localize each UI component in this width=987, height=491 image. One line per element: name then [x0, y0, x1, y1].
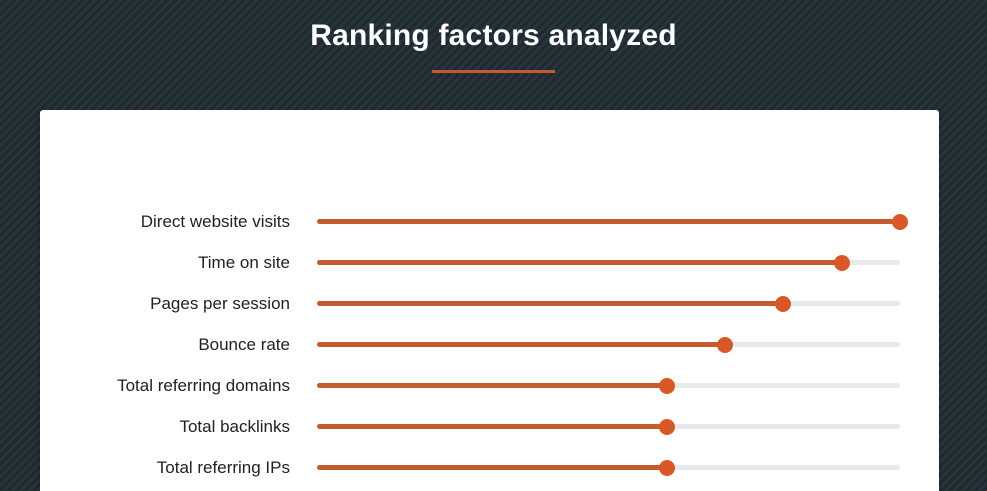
bar-fill [317, 260, 842, 265]
factor-row: Total referring IPs [40, 447, 939, 488]
factor-bar [317, 254, 900, 271]
factor-bar [317, 418, 900, 435]
bar-fill [317, 342, 726, 347]
factor-label: Bounce rate [198, 334, 290, 354]
bar-dot-marker [658, 377, 675, 394]
factor-label: Pages per session [150, 293, 290, 313]
bar-fill [317, 301, 784, 306]
factor-bar [317, 377, 900, 394]
bar-fill [317, 424, 667, 429]
bar-fill [317, 465, 667, 470]
bar-dot-marker [775, 295, 792, 312]
factor-row: Pages per session [40, 283, 939, 324]
bar-dot-marker [717, 336, 734, 353]
bar-dot-marker [658, 459, 675, 476]
factor-row: Total referring domains [40, 365, 939, 406]
bar-dot-marker [833, 254, 850, 271]
factor-row: Total backlinks [40, 406, 939, 447]
chart-card: Direct website visits Time on site Pages… [40, 110, 939, 491]
factor-label: Direct website visits [140, 211, 290, 231]
factor-bar [317, 459, 900, 476]
factor-bar [317, 213, 908, 230]
factor-label: Total referring IPs [156, 457, 290, 477]
page-title: Ranking factors analyzed [310, 19, 677, 52]
factor-row: Direct website visits [40, 201, 939, 242]
factor-bar [317, 295, 900, 312]
factor-label: Total referring domains [117, 375, 290, 395]
factor-label: Total backlinks [179, 416, 290, 436]
factor-bar [317, 336, 900, 353]
page-header: Ranking factors analyzed [0, 0, 987, 73]
title-underline [432, 70, 555, 73]
bar-fill [317, 219, 900, 224]
bar-dot-marker [892, 213, 908, 230]
bar-dot-marker [658, 418, 675, 435]
factor-row: Bounce rate [40, 324, 939, 365]
factors-list: Direct website visits Time on site Pages… [40, 201, 939, 488]
factor-row: Time on site [40, 242, 939, 283]
bar-fill [317, 383, 667, 388]
factor-label: Time on site [198, 252, 290, 272]
